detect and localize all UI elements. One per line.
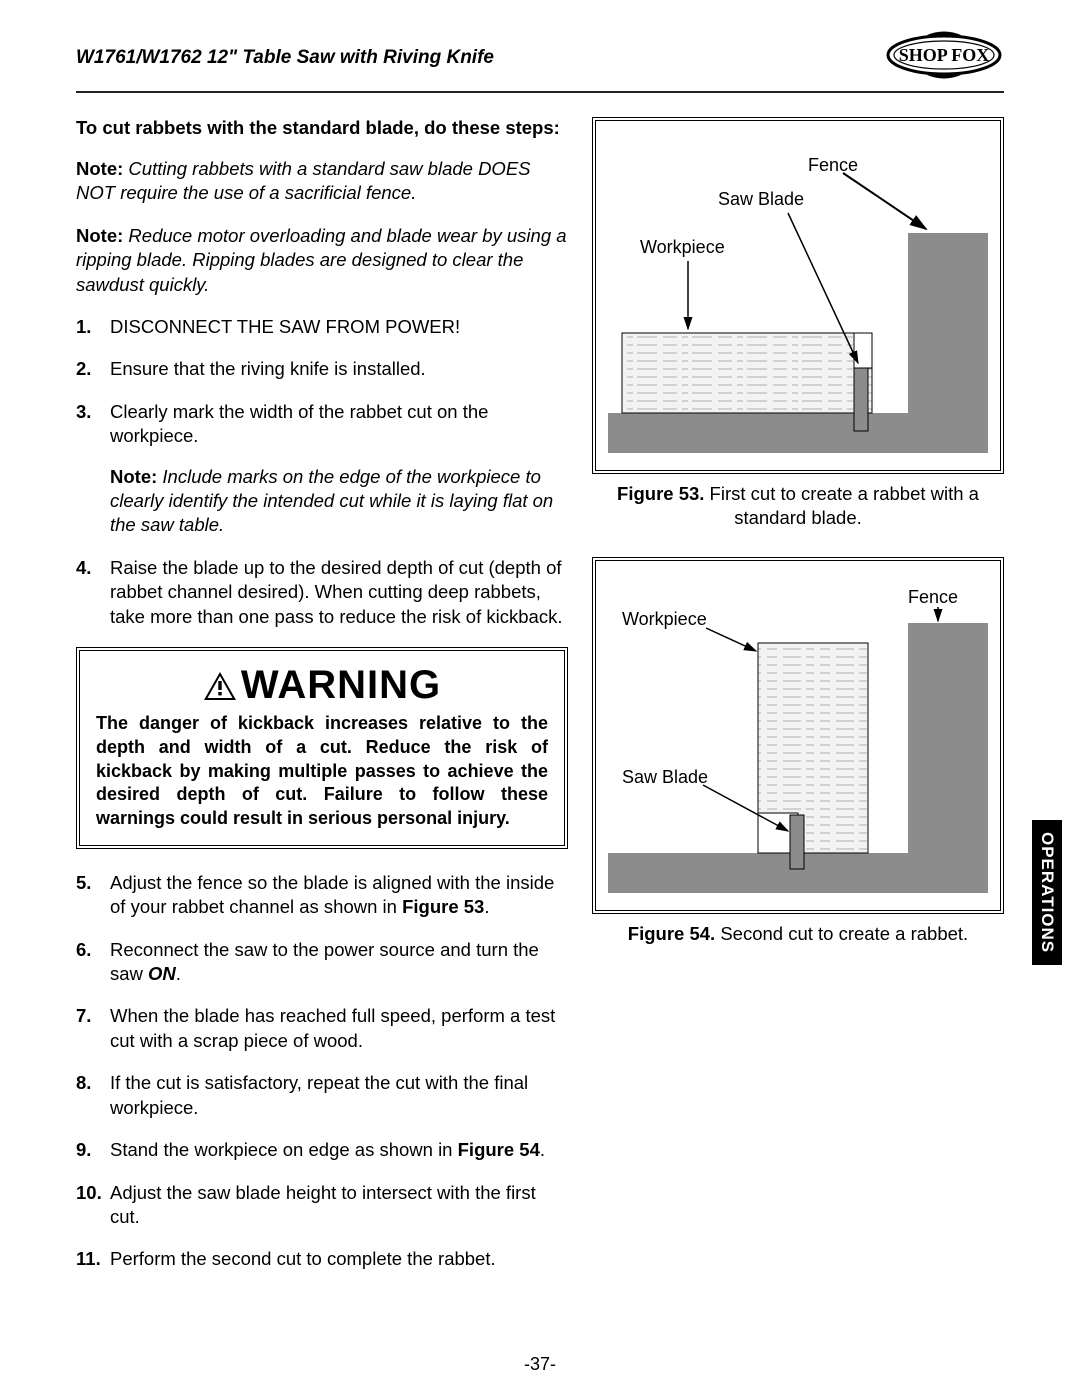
svg-text:Workpiece: Workpiece: [640, 237, 725, 257]
figure-53-caption: Figure 53. First cut to create a rabbet …: [592, 482, 1004, 531]
note-text: Cutting rabbets with a standard saw blad…: [76, 158, 531, 203]
note-label: Note:: [76, 225, 123, 246]
step-1: DISCONNECT THE SAW FROM POWER!: [76, 315, 568, 339]
step-text: .: [540, 1139, 545, 1160]
page-number: -37-: [0, 1354, 1080, 1375]
text-column: To cut rabbets with the standard blade, …: [76, 117, 568, 1290]
figure-54: Fence Workpiece Saw Blade: [592, 557, 1004, 914]
page-header: W1761/W1762 12" Table Saw with Riving Kn…: [76, 30, 1004, 85]
step-2: Ensure that the riving knife is installe…: [76, 357, 568, 381]
header-rule: [76, 91, 1004, 93]
note-2: Note: Reduce motor overloading and blade…: [76, 224, 568, 297]
warning-icon: [203, 671, 237, 701]
fig-ref: Figure 54: [458, 1139, 540, 1160]
step-6: Reconnect the saw to the power source an…: [76, 938, 568, 987]
step-5: Adjust the fence so the blade is aligned…: [76, 871, 568, 920]
step-4: Raise the blade up to the desired depth …: [76, 556, 568, 629]
step-7: When the blade has reached full speed, p…: [76, 1004, 568, 1053]
svg-text:Fence: Fence: [808, 155, 858, 175]
svg-text:Fence: Fence: [908, 587, 958, 607]
step-3: Clearly mark the width of the rabbet cut…: [76, 400, 568, 538]
steps-list: DISCONNECT THE SAW FROM POWER! Ensure th…: [76, 315, 568, 629]
figure-number: Figure 53.: [617, 483, 704, 504]
note-text: Reduce motor overloading and blade wear …: [76, 225, 567, 295]
svg-text:Saw Blade: Saw Blade: [718, 189, 804, 209]
step-text: Stand the workpiece on edge as shown in: [110, 1139, 458, 1160]
svg-text:Saw Blade: Saw Blade: [622, 767, 708, 787]
steps-list-2: Adjust the fence so the blade is aligned…: [76, 871, 568, 1272]
svg-text:SHOP FOX: SHOP FOX: [899, 45, 990, 65]
step-8: If the cut is satisfactory, repeat the c…: [76, 1071, 568, 1120]
figure-caption-text: Second cut to create a rabbet.: [715, 923, 968, 944]
step-text: .: [484, 896, 489, 917]
intro-heading: To cut rabbets with the standard blade, …: [76, 117, 568, 139]
step-3-note: Note: Include marks on the edge of the w…: [110, 465, 568, 538]
shop-fox-logo: SHOP FOX: [884, 30, 1004, 85]
section-tab: OPERATIONS: [1032, 820, 1062, 965]
warning-body: The danger of kickback increases relativ…: [96, 712, 548, 831]
note-1: Note: Cutting rabbets with a standard sa…: [76, 157, 568, 206]
figure-53: Fence Saw Blade Workpiece: [592, 117, 1004, 474]
figure-column: Fence Saw Blade Workpiece Figure 53. Fir…: [592, 117, 1004, 1290]
figure-caption-text: First cut to create a rabbet with a stan…: [704, 483, 979, 528]
step-text: Clearly mark the width of the rabbet cut…: [110, 401, 488, 446]
step-10: Adjust the saw blade height to intersect…: [76, 1181, 568, 1230]
step-9: Stand the workpiece on edge as shown in …: [76, 1138, 568, 1162]
warning-title-row: WARNING: [96, 663, 548, 708]
figure-number: Figure 54.: [628, 923, 715, 944]
step-text: .: [176, 963, 181, 984]
step-11: Perform the second cut to complete the r…: [76, 1247, 568, 1271]
note-label: Note:: [110, 466, 157, 487]
svg-text:Workpiece: Workpiece: [622, 609, 707, 629]
note-text: Include marks on the edge of the workpie…: [110, 466, 553, 536]
fig-ref: Figure 53: [402, 896, 484, 917]
figure-54-caption: Figure 54. Second cut to create a rabbet…: [592, 922, 1004, 946]
warning-box: WARNING The danger of kickback increases…: [76, 647, 568, 849]
document-title: W1761/W1762 12" Table Saw with Riving Kn…: [76, 47, 494, 69]
emph: ON: [148, 963, 176, 984]
note-label: Note:: [76, 158, 123, 179]
warning-title-text: WARNING: [241, 663, 441, 708]
